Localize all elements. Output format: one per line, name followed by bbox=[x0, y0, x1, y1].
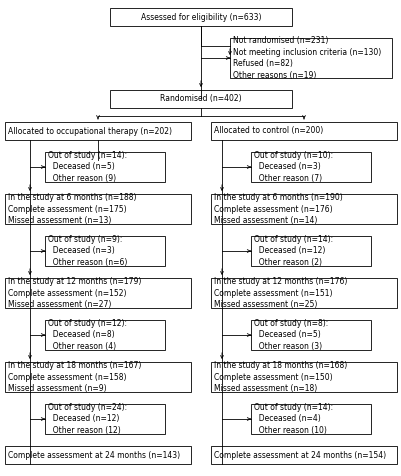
Text: In the study at 12 months (n=179)
Complete assessment (n=152)
Missed assessment : In the study at 12 months (n=179) Comple… bbox=[8, 277, 141, 309]
Bar bbox=[5, 362, 190, 392]
Text: In the study at 18 months (n=167)
Complete assessment (n=158)
Missed assessment : In the study at 18 months (n=167) Comple… bbox=[8, 361, 141, 393]
Text: Out of study (n=9):
  Deceased (n=3)
  Other reason (n=6): Out of study (n=9): Deceased (n=3) Other… bbox=[48, 235, 127, 267]
Bar bbox=[110, 90, 291, 108]
Bar bbox=[250, 152, 370, 182]
Text: Out of study (n=14):
  Deceased (n=4)
  Other reason (10): Out of study (n=14): Deceased (n=4) Othe… bbox=[253, 403, 332, 435]
Text: In the study at 12 months (n=176)
Complete assessment (n=151)
Missed assessment : In the study at 12 months (n=176) Comple… bbox=[213, 277, 346, 309]
Text: Out of study (n=12):
  Deceased (n=8)
  Other reason (4): Out of study (n=12): Deceased (n=8) Othe… bbox=[48, 319, 127, 351]
Bar bbox=[211, 446, 396, 464]
Text: Out of study (n=14):
  Deceased (n=12)
  Other reason (2): Out of study (n=14): Deceased (n=12) Oth… bbox=[253, 235, 332, 267]
Bar bbox=[45, 320, 164, 350]
Text: Randomised (n=402): Randomised (n=402) bbox=[160, 95, 241, 103]
Bar bbox=[5, 194, 190, 224]
Bar bbox=[250, 320, 370, 350]
Text: Out of study (n=8):
  Deceased (n=5)
  Other reason (3): Out of study (n=8): Deceased (n=5) Other… bbox=[253, 319, 328, 351]
Bar bbox=[250, 236, 370, 266]
Bar bbox=[5, 122, 190, 140]
Bar bbox=[211, 362, 396, 392]
Text: Allocated to occupational therapy (n=202): Allocated to occupational therapy (n=202… bbox=[8, 127, 172, 136]
Bar bbox=[5, 446, 190, 464]
Bar bbox=[229, 38, 391, 78]
Bar bbox=[5, 278, 190, 308]
Text: Out of study (n=10):
  Deceased (n=3)
  Other reason (7): Out of study (n=10): Deceased (n=3) Othe… bbox=[253, 151, 332, 183]
Text: Not randomised (n=231)
Not meeting inclusion criteria (n=130)
Refused (n=82)
Oth: Not randomised (n=231) Not meeting inclu… bbox=[233, 36, 380, 79]
Bar bbox=[45, 404, 164, 434]
Text: In the study at 18 months (n=168)
Complete assessment (n=150)
Missed assessment : In the study at 18 months (n=168) Comple… bbox=[213, 361, 346, 393]
Text: Out of study (n=14):
  Deceased (n=5)
  Other reason (9): Out of study (n=14): Deceased (n=5) Othe… bbox=[48, 151, 127, 183]
Bar bbox=[45, 236, 164, 266]
Bar bbox=[110, 8, 291, 26]
Text: Complete assessment at 24 months (n=154): Complete assessment at 24 months (n=154) bbox=[213, 450, 385, 459]
Bar bbox=[250, 404, 370, 434]
Text: Out of study (n=24):
  Deceased (n=12)
  Other reason (12): Out of study (n=24): Deceased (n=12) Oth… bbox=[48, 403, 127, 435]
Text: Allocated to control (n=200): Allocated to control (n=200) bbox=[213, 127, 322, 136]
Text: In the study at 6 months (n=190)
Complete assessment (n=176)
Missed assessment (: In the study at 6 months (n=190) Complet… bbox=[213, 193, 342, 225]
Text: In the study at 6 months (n=188)
Complete assessment (n=175)
Missed assessment (: In the study at 6 months (n=188) Complet… bbox=[8, 193, 136, 225]
Bar bbox=[211, 278, 396, 308]
Bar bbox=[211, 122, 396, 140]
Bar bbox=[211, 194, 396, 224]
Text: Complete assessment at 24 months (n=143): Complete assessment at 24 months (n=143) bbox=[8, 450, 180, 459]
Bar bbox=[45, 152, 164, 182]
Text: Assessed for eligibility (n=633): Assessed for eligibility (n=633) bbox=[140, 12, 261, 21]
